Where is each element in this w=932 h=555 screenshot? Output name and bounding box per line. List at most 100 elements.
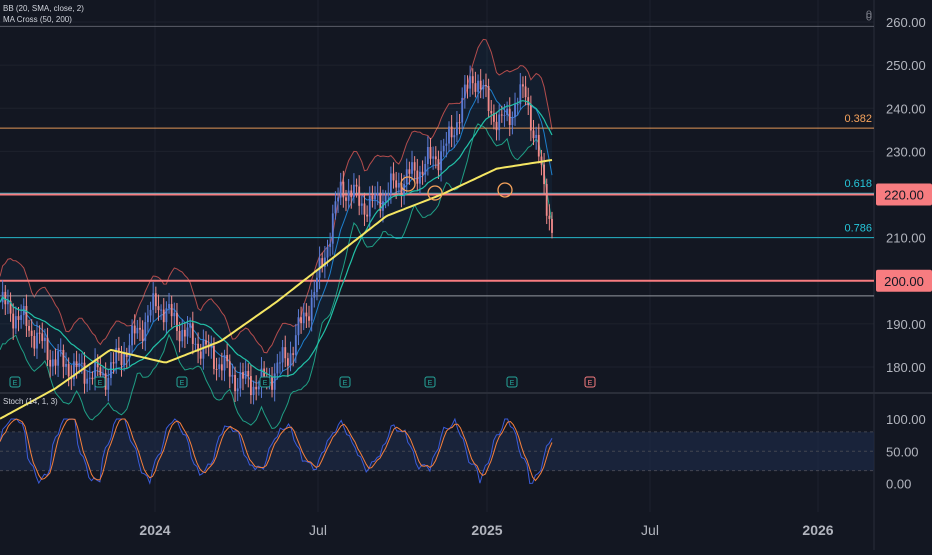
candle-body <box>458 122 461 124</box>
candle-body <box>506 108 509 115</box>
candle-body <box>131 325 133 346</box>
candle-body <box>168 304 170 309</box>
candle-body <box>334 201 337 214</box>
candle-body <box>440 151 442 171</box>
candle-body <box>292 353 295 355</box>
candle-body <box>387 193 390 196</box>
candle-body <box>7 300 9 305</box>
candle-body <box>194 343 197 345</box>
candle-body <box>41 333 44 342</box>
candle-body <box>313 292 316 298</box>
candle-body <box>514 104 516 118</box>
candle-body <box>376 192 379 195</box>
candle-body <box>339 181 342 198</box>
level-price-label: 200.00 <box>884 274 924 289</box>
candle-body <box>43 337 46 342</box>
candle-body <box>529 105 532 131</box>
candle-body <box>255 386 258 390</box>
candle-body <box>294 335 297 355</box>
stoch-tick-label: 0.00 <box>886 477 911 492</box>
candle-body <box>220 364 223 371</box>
price-tick-label: 190.00 <box>886 317 926 332</box>
candle-body <box>355 184 358 187</box>
candle-body <box>392 173 395 181</box>
candle-body <box>226 355 229 362</box>
candle-body <box>73 361 75 380</box>
stoch-k-line <box>0 417 553 485</box>
candle-body <box>273 373 276 390</box>
candle-body <box>469 76 472 89</box>
candle-body <box>107 377 110 390</box>
ma-cross-legend[interactable]: MA Cross (50, 200) <box>3 15 72 24</box>
candle-body <box>78 363 81 367</box>
candle-body <box>146 315 149 323</box>
candle-body <box>358 186 361 206</box>
candle-body <box>112 362 115 364</box>
candle-body <box>284 347 287 359</box>
candle-body <box>75 361 78 367</box>
candle-body <box>281 347 284 363</box>
candle-body <box>136 327 139 334</box>
candle-body <box>99 367 102 376</box>
candle-body <box>511 117 514 126</box>
candle-body <box>191 323 194 344</box>
earnings-marker-label: E <box>510 380 515 387</box>
candle-body <box>474 83 477 92</box>
fib-zero-label: 0 <box>866 9 872 21</box>
candle-body <box>236 388 239 392</box>
time-tick-label: Jul <box>309 522 327 538</box>
candle-body <box>86 378 89 384</box>
fib-label: 0.786 <box>844 223 872 235</box>
candle-body <box>500 114 503 116</box>
candle-body <box>535 134 538 139</box>
candle-body <box>197 343 200 352</box>
candle-body <box>326 246 329 258</box>
price-tick-label: 180.00 <box>886 360 926 375</box>
bb-legend[interactable]: BB (20, SMA, close, 2) <box>3 4 84 13</box>
candle-body <box>38 332 41 334</box>
candle-body <box>170 304 173 317</box>
stoch-tick-label: 50.00 <box>886 444 919 459</box>
earnings-marker-label: E <box>180 380 185 387</box>
candle-body <box>397 182 400 188</box>
candle-body <box>490 110 493 114</box>
candle-body <box>83 362 86 384</box>
candle-body <box>429 146 432 159</box>
price-tick-label: 240.00 <box>886 101 926 116</box>
earnings-marker <box>506 376 518 388</box>
bb-upper <box>0 38 553 354</box>
candle-body <box>257 386 260 390</box>
candle-body <box>181 329 184 342</box>
candle-body <box>524 86 527 98</box>
fib-label: 0 <box>866 11 872 23</box>
candle-body <box>231 374 234 377</box>
touch-circle <box>497 182 513 198</box>
candle-body <box>57 351 60 366</box>
candle-body <box>421 171 424 175</box>
candle-body <box>453 135 456 138</box>
candle-body <box>242 372 244 379</box>
candle-body <box>321 258 324 267</box>
candle-body <box>91 377 94 380</box>
earnings-marker-label: E <box>13 380 18 387</box>
candle-body <box>279 362 281 364</box>
candle-body <box>305 312 308 317</box>
ma50-line <box>0 100 553 378</box>
candle-body <box>128 345 131 357</box>
candle-body <box>519 84 522 105</box>
earnings-marker <box>94 376 106 388</box>
candle-body <box>485 85 487 87</box>
candle-body <box>223 355 226 371</box>
candle-body <box>352 184 355 198</box>
candle-body <box>228 361 231 377</box>
candle-body <box>271 376 273 390</box>
candle-body <box>234 374 236 392</box>
candle-body <box>466 84 469 89</box>
candle-body <box>210 345 213 348</box>
candle-body <box>162 309 165 323</box>
earnings-marker-label: E <box>263 380 268 387</box>
candle-body <box>239 372 242 389</box>
stoch-legend[interactable]: Stoch (14, 1, 3) <box>3 397 58 406</box>
candle-body <box>389 173 392 194</box>
